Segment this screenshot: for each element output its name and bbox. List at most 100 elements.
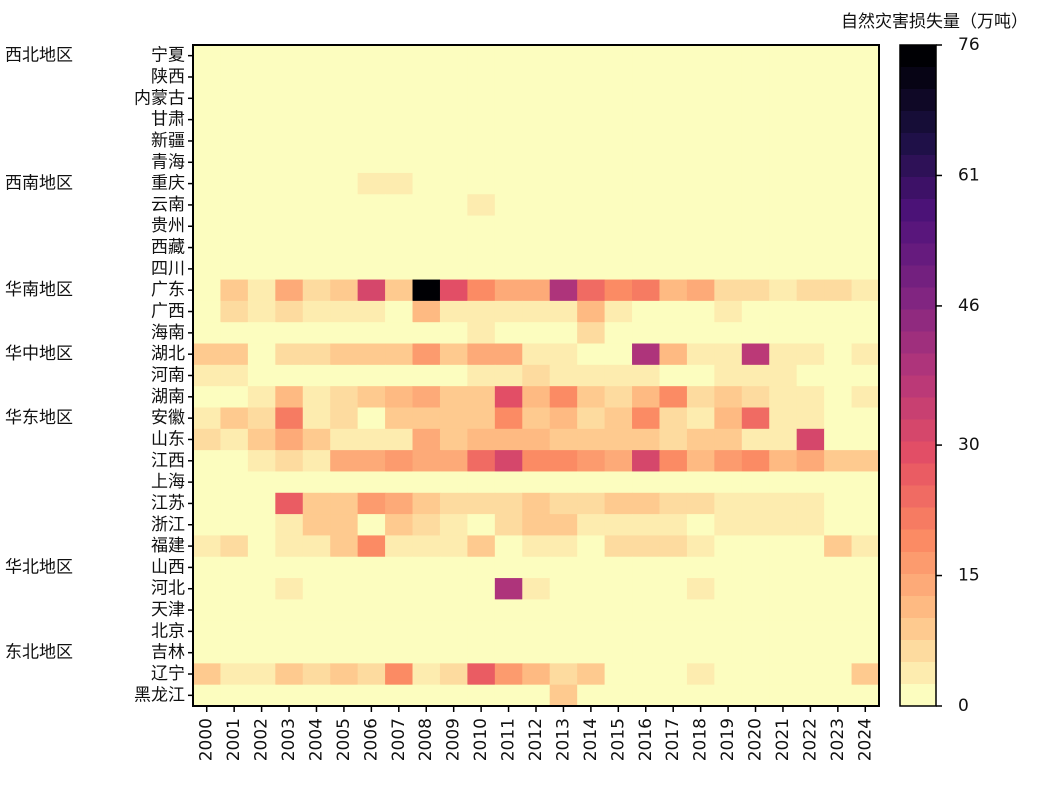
heatmap-cell <box>632 471 660 494</box>
heatmap-cell <box>330 130 359 153</box>
heatmap-cell <box>330 471 359 494</box>
heatmap-cell <box>412 386 441 408</box>
heatmap-cell <box>357 599 386 622</box>
heatmap-cell <box>439 215 468 238</box>
heatmap-cell <box>193 279 221 302</box>
heatmap-cell <box>824 428 853 451</box>
heatmap-cell <box>439 407 468 430</box>
heatmap-cell <box>412 236 441 259</box>
heatmap-cell <box>357 620 386 643</box>
heatmap-cell <box>467 407 496 430</box>
heatmap-cell <box>659 343 688 366</box>
heatmap-cell <box>741 45 770 67</box>
heatmap-cell <box>577 130 606 153</box>
heatmap-cell <box>220 194 249 217</box>
heatmap-cell <box>741 279 770 302</box>
row-label: 安徽 <box>151 408 185 428</box>
heatmap-cell <box>741 215 770 238</box>
heatmap-cell <box>769 215 798 238</box>
heatmap-cell <box>193 450 221 472</box>
heatmap-cell <box>604 66 633 89</box>
heatmap-cell <box>714 172 743 195</box>
heatmap-cell <box>275 343 304 366</box>
heatmap-cell <box>824 322 853 345</box>
heatmap-cell <box>549 343 578 366</box>
heatmap-cell <box>193 642 221 664</box>
heatmap-cell <box>824 642 853 664</box>
heatmap-cell <box>247 87 276 110</box>
heatmap-cell <box>385 130 414 153</box>
heatmap-cell <box>851 364 880 387</box>
heatmap-cell <box>330 514 359 536</box>
heatmap-cell <box>714 535 743 558</box>
heatmap-cell <box>686 492 715 515</box>
heatmap-cell <box>741 236 770 259</box>
heatmap-cell <box>275 151 304 174</box>
heatmap-cell <box>632 642 660 664</box>
heatmap-cell <box>851 514 880 536</box>
heatmap-cell <box>549 535 578 558</box>
heatmap-cell <box>494 130 523 153</box>
heatmap-cell <box>741 620 770 643</box>
heatmap-cell <box>494 300 523 323</box>
heatmap-cell <box>247 492 276 515</box>
heatmap-cell <box>439 556 468 579</box>
heatmap-cell <box>659 364 688 387</box>
heatmap-cell <box>714 87 743 110</box>
heatmap-cell <box>412 556 441 579</box>
heatmap-cell <box>439 663 468 686</box>
heatmap-cell <box>247 556 276 579</box>
heatmap-cell <box>714 66 743 89</box>
heatmap-cell <box>247 194 276 217</box>
heatmap-cell <box>302 172 331 195</box>
heatmap-cell <box>741 300 770 323</box>
heatmap-cell <box>494 172 523 195</box>
heatmap-cell <box>522 492 551 515</box>
heatmap-cell <box>439 258 468 281</box>
heatmap-cell <box>851 151 880 174</box>
heatmap-cell <box>824 556 853 579</box>
heatmap-cell <box>549 386 578 408</box>
heatmap-cell <box>796 66 825 89</box>
heatmap-cell <box>851 556 880 579</box>
heatmap-cell <box>385 194 414 217</box>
heatmap-cell <box>385 108 414 131</box>
heatmap-cell <box>467 194 496 217</box>
colorbar-tick-label: 0 <box>958 696 969 716</box>
heatmap-cell <box>220 279 249 302</box>
heatmap-cell <box>439 450 468 472</box>
heatmap-cell <box>330 663 359 686</box>
heatmap-cell <box>302 66 331 89</box>
heatmap-cell <box>549 364 578 387</box>
x-tick-label: 2010 <box>471 718 491 761</box>
heatmap-cell <box>796 492 825 515</box>
heatmap-cell <box>851 428 880 451</box>
heatmap-cell <box>796 535 825 558</box>
heatmap-cell <box>796 343 825 366</box>
x-tick-label: 2009 <box>444 718 464 761</box>
heatmap-cell <box>796 172 825 195</box>
heatmap-cell <box>659 66 688 89</box>
heatmap-cell <box>412 45 441 67</box>
heatmap-cell <box>412 279 441 302</box>
x-tick-label: 2021 <box>773 718 793 761</box>
heatmap-cell <box>741 450 770 472</box>
heatmap-cell <box>522 642 551 664</box>
group-label: 华南地区 <box>5 280 73 300</box>
heatmap-cell <box>577 151 606 174</box>
heatmap-cell <box>357 151 386 174</box>
heatmap-cell <box>632 194 660 217</box>
row-label: 上海 <box>151 472 185 492</box>
heatmap-cell <box>275 663 304 686</box>
heatmap-cell <box>741 407 770 430</box>
heatmap-cell <box>604 450 633 472</box>
heatmap-cell <box>796 279 825 302</box>
heatmap-cell <box>330 620 359 643</box>
heatmap-cell <box>549 130 578 153</box>
row-label: 内蒙古 <box>134 88 185 108</box>
heatmap-cell <box>522 684 551 707</box>
heatmap-cell <box>824 684 853 707</box>
heatmap-cell <box>824 364 853 387</box>
heatmap-cell <box>275 620 304 643</box>
heatmap-cell <box>467 279 496 302</box>
